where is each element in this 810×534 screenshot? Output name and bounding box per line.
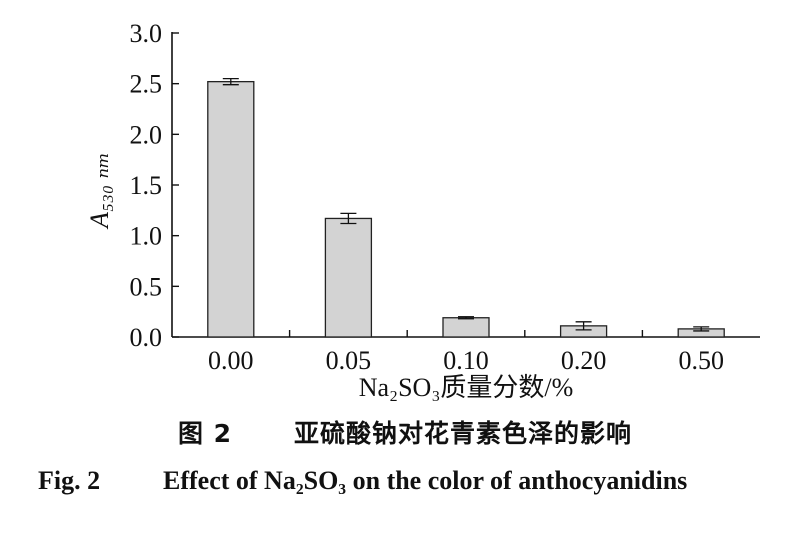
x-tick-label-2: 0.10	[443, 346, 489, 375]
y-tick-label-1: 0.5	[130, 272, 163, 301]
figure-title-chinese: 亚硫酸钠对花青素色泽的影响	[294, 419, 633, 448]
bars	[207, 80, 725, 338]
y-tick-label-2: 1.0	[130, 222, 163, 251]
x-tick-label-3: 0.20	[561, 346, 607, 375]
x-tick-label-4: 0.50	[678, 346, 724, 375]
error-bar-0.10	[458, 316, 474, 320]
x-tick-label-0: 0.00	[208, 346, 254, 375]
x-tick-label-1: 0.05	[326, 346, 372, 375]
bar-0.05	[324, 217, 373, 338]
error-bars	[222, 77, 710, 332]
error-bar-0.05	[340, 212, 357, 225]
y-axis-title: A₅₃₀ ₙₘ	[85, 152, 114, 230]
y-tick-label-3: 1.5	[130, 171, 163, 200]
x-axis-title: Na₂SO₃质量分数/%	[359, 373, 574, 402]
error-bar-0.00	[222, 77, 239, 86]
bar-chart: 0.0 0.5 1.0 1.5 2.0 2.5 3.0 0.00 0.05 0.10 0.20 0.…	[85, 19, 760, 402]
figure-title-english: Effect of Na₂SO₃ on the color of anthocy…	[163, 466, 688, 495]
y-tick-label-6: 3.0	[130, 19, 163, 48]
error-bar-0.50	[693, 326, 710, 332]
error-bar-0.20	[575, 321, 592, 331]
y-tick-label-0: 0.0	[130, 323, 163, 352]
figure-caption-chinese: 图 2 亚硫酸钠对花青素色泽的影响	[0, 414, 810, 450]
figure-caption-english: Fig. 2 Effect of Na₂SO₃ on the color of a…	[38, 466, 687, 496]
bar-0.10	[442, 317, 490, 338]
figure-number-english: Fig. 2	[38, 466, 101, 495]
bar-0.00	[207, 80, 255, 338]
y-tick-label-4: 2.0	[130, 120, 163, 149]
y-axis: 0.0 0.5 1.0 1.5 2.0 2.5 3.0	[130, 19, 179, 352]
y-tick-label-5: 2.5	[130, 70, 163, 99]
figure-number-chinese: 图 2	[177, 419, 233, 448]
